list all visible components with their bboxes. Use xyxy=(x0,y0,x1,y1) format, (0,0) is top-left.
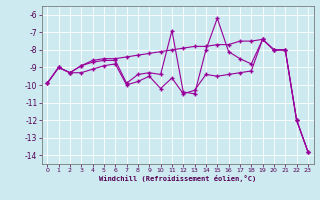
X-axis label: Windchill (Refroidissement éolien,°C): Windchill (Refroidissement éolien,°C) xyxy=(99,175,256,182)
